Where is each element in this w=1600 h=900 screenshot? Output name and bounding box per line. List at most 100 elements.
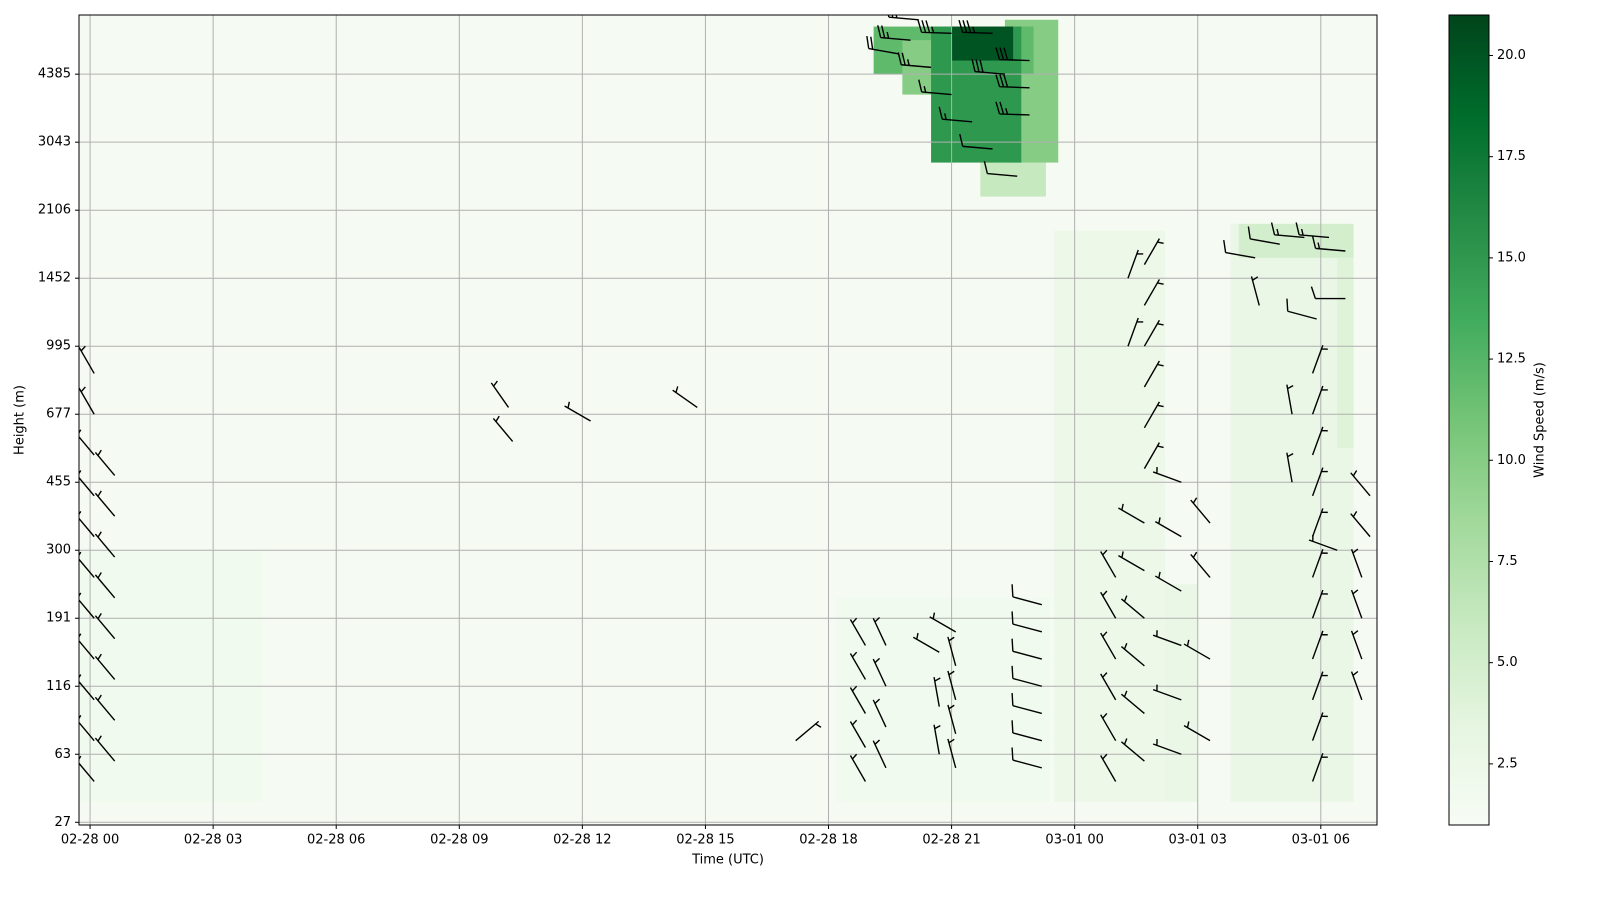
y-tick-label: 27 xyxy=(54,815,71,830)
barb-staff xyxy=(1311,671,1328,701)
wind-barb xyxy=(1011,638,1043,660)
y-tick-label: 191 xyxy=(46,611,71,626)
wind-barb xyxy=(1311,426,1328,456)
barb-staff xyxy=(1350,548,1363,578)
x-tick-label: 03-01 00 xyxy=(1045,833,1103,848)
barb-staff xyxy=(1011,747,1043,769)
x-tick-label: 02-28 18 xyxy=(799,833,857,848)
wind-barb xyxy=(1143,319,1164,347)
wind-barb xyxy=(1100,672,1117,701)
barb-staff xyxy=(1120,738,1145,762)
wind-barb xyxy=(1308,535,1338,551)
wind-barb xyxy=(938,106,973,123)
wind-barb xyxy=(1311,549,1328,578)
wind-barb xyxy=(1350,630,1363,660)
y-tick-label: 300 xyxy=(46,543,71,558)
barb-staff xyxy=(1011,665,1043,687)
wind-barb xyxy=(995,101,1030,116)
wind-barb xyxy=(1154,571,1182,592)
wind-barb xyxy=(971,59,1005,75)
wind-barb xyxy=(872,739,887,769)
x-tick-label: 02-28 15 xyxy=(676,833,734,848)
wind-barb xyxy=(1127,317,1144,347)
barb-staff xyxy=(933,724,941,755)
barb-staff xyxy=(1311,426,1328,456)
barb-staff xyxy=(1011,720,1043,742)
wind-barb xyxy=(1250,276,1260,306)
barb-staff xyxy=(1286,452,1294,483)
barb-staff xyxy=(1152,684,1182,701)
y-tick-label: 455 xyxy=(46,475,71,490)
wind-barb xyxy=(1100,712,1117,742)
heatmap xyxy=(79,15,1377,825)
colorbar-tick-label: 10.0 xyxy=(1497,453,1526,468)
wind-barb xyxy=(1118,503,1145,524)
wind-barb xyxy=(94,653,116,680)
wind-barb xyxy=(1311,344,1328,374)
wind-barb xyxy=(849,753,867,782)
barb-staff xyxy=(872,739,887,769)
wind-barb xyxy=(795,720,822,742)
wind-barb xyxy=(94,735,116,762)
wind-barb xyxy=(1350,470,1371,497)
x-tick-label: 02-28 03 xyxy=(184,833,242,848)
heat-cell xyxy=(1337,257,1354,449)
colorbar: 2.5 5.0 7.5 10.0 12.5 15.0 17.5 20.0 xyxy=(1449,15,1526,825)
barb-staff xyxy=(1152,630,1182,647)
y-tick-label: 677 xyxy=(46,407,71,422)
barb-staff xyxy=(1120,595,1145,619)
wind-barb xyxy=(849,685,867,714)
barb-staff xyxy=(94,735,116,762)
wind-barb xyxy=(1118,551,1145,572)
wind-barb xyxy=(1286,298,1317,320)
y-tick-label: 2106 xyxy=(38,203,71,218)
wind-barb xyxy=(1350,548,1363,578)
wind-barb xyxy=(947,738,957,769)
barb-staff xyxy=(929,612,957,633)
barb-staff xyxy=(947,670,957,701)
barb-staff xyxy=(947,704,957,735)
wind-barb xyxy=(94,694,116,721)
barb-staff xyxy=(1183,721,1211,742)
barb-staff xyxy=(959,133,993,150)
barb-staff xyxy=(849,719,867,748)
barb-staff xyxy=(1350,589,1363,619)
colorbar-tick-label: 15.0 xyxy=(1497,250,1526,265)
x-tick-label: 03-01 06 xyxy=(1292,833,1350,848)
barb-staff xyxy=(1350,510,1371,538)
barb-staff xyxy=(1223,239,1256,259)
wind-barb xyxy=(1311,712,1328,741)
wind-barb xyxy=(849,617,867,646)
barb-staff xyxy=(995,74,1030,89)
barb-staff xyxy=(1011,584,1043,606)
barb-staff xyxy=(933,676,941,707)
barb-staff xyxy=(1100,631,1117,660)
wind-barb xyxy=(1311,671,1328,701)
wind-barb xyxy=(564,401,591,422)
wind-barb xyxy=(492,415,514,442)
wind-barb xyxy=(1143,401,1164,429)
barb-staff xyxy=(877,25,911,41)
wind-barb xyxy=(995,74,1030,89)
barb-staff xyxy=(971,59,1005,75)
x-tick-label: 02-28 12 xyxy=(553,833,611,848)
wind-barb xyxy=(917,19,952,35)
barb-staff xyxy=(1183,639,1211,660)
y-tick-label: 1452 xyxy=(38,271,71,286)
barb-staff xyxy=(1311,630,1328,660)
barb-staff xyxy=(849,651,867,680)
wind-barb xyxy=(918,79,952,96)
barb-staff xyxy=(1118,503,1145,524)
wind-barb xyxy=(849,719,867,748)
barb-staff xyxy=(564,401,591,422)
y-tick-label: 116 xyxy=(46,679,71,694)
colorbar-tick-label: 20.0 xyxy=(1497,48,1526,63)
wind-barb xyxy=(1311,589,1328,619)
x-tick-label: 02-28 00 xyxy=(61,833,119,848)
wind-barb xyxy=(1152,684,1182,701)
colorbar-fill xyxy=(1449,15,1489,825)
wind-barb xyxy=(1011,665,1043,687)
wind-barbs xyxy=(79,15,1371,782)
barb-staff xyxy=(1350,670,1363,701)
